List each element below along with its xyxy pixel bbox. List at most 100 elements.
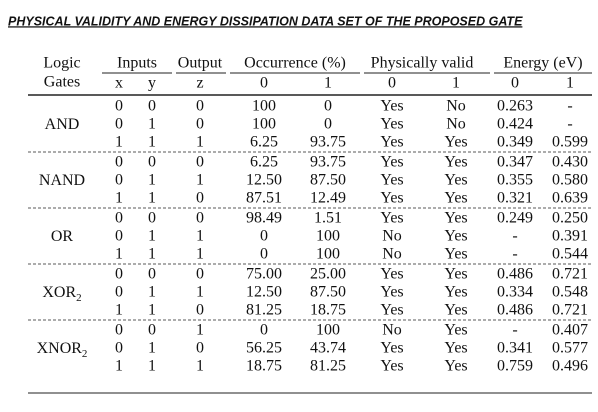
cell: 98.49 [246, 210, 282, 227]
column-header: 0 [260, 75, 268, 92]
column-header: 1 [324, 75, 332, 92]
cell: Yes [444, 172, 467, 189]
cell: 12.50 [246, 172, 282, 189]
cell: 56.25 [246, 340, 282, 357]
cell: 0 [196, 266, 204, 283]
cell: 0.599 [552, 134, 588, 151]
cell: Yes [444, 266, 467, 283]
cell: Yes [444, 246, 467, 263]
cell: Yes [380, 210, 403, 227]
header-logic: Logic [43, 55, 80, 72]
gate-label: AND [45, 116, 80, 133]
cell: 1 [196, 284, 204, 301]
cell: 1 [148, 134, 156, 151]
column-header: 0 [511, 75, 519, 92]
cell: 0 [115, 266, 123, 283]
column-header: x [115, 75, 123, 92]
cell: 0.430 [552, 154, 588, 171]
cell: 0 [115, 340, 123, 357]
cell: 12.49 [310, 190, 346, 207]
cell: 1 [115, 246, 123, 263]
cell: 18.75 [310, 302, 346, 319]
cell: Yes [380, 190, 403, 207]
cell: 0.580 [552, 172, 588, 189]
cell: 0 [115, 116, 123, 133]
cell: Yes [444, 228, 467, 245]
column-header: 0 [388, 75, 396, 92]
cell: 0 [260, 228, 268, 245]
cell: 0.407 [552, 322, 588, 339]
cell: 0 [196, 340, 204, 357]
cell: - [567, 116, 572, 133]
cell: 1 [148, 116, 156, 133]
cell: Yes [380, 98, 403, 115]
cell: - [512, 246, 517, 263]
cell: 100 [252, 116, 276, 133]
column-header: y [148, 75, 156, 92]
cell: No [382, 246, 402, 263]
cell: 0.341 [497, 340, 533, 357]
cell: Yes [380, 284, 403, 301]
cell: 0 [115, 172, 123, 189]
cell: 0.249 [497, 210, 533, 227]
cell: 0.250 [552, 210, 588, 227]
gate-label: XOR [42, 284, 76, 301]
cell: 0.263 [497, 98, 533, 115]
gate-name: OR [51, 228, 74, 245]
cell: 0 [115, 284, 123, 301]
cell: 0.355 [497, 172, 533, 189]
cell: 0 [260, 322, 268, 339]
cell: No [382, 322, 402, 339]
cell: 0 [115, 228, 123, 245]
gate-name: AND [45, 116, 80, 133]
cell: 1 [115, 358, 123, 375]
cell: 87.50 [310, 172, 346, 189]
gate-name: XOR2 [42, 284, 81, 304]
header-occurrence: Occurrence (%) [244, 55, 346, 72]
header-inputs: Inputs [117, 55, 157, 72]
cell: 1 [115, 190, 123, 207]
cell: 1 [196, 358, 204, 375]
gate-subscript: 2 [76, 292, 82, 304]
cell: 0.347 [497, 154, 533, 171]
cell: 0 [196, 302, 204, 319]
cell: Yes [380, 116, 403, 133]
cell: 0 [148, 266, 156, 283]
column-header: z [196, 75, 203, 92]
cell: Yes [380, 154, 403, 171]
column-header: 1 [452, 75, 460, 92]
cell: - [512, 322, 517, 339]
cell: 0 [196, 210, 204, 227]
cell: 25.00 [310, 266, 346, 283]
cell: Yes [444, 340, 467, 357]
cell: 93.75 [310, 154, 346, 171]
cell: 0 [115, 98, 123, 115]
cell: 0 [148, 154, 156, 171]
cell: Yes [444, 154, 467, 171]
cell: 1 [148, 302, 156, 319]
cell: 1 [196, 172, 204, 189]
cell: 0 [115, 210, 123, 227]
gate-label: XNOR [37, 340, 83, 357]
header-output: Output [178, 55, 223, 72]
cell: 0.577 [552, 340, 588, 357]
cell: Yes [444, 358, 467, 375]
cell: 1 [148, 340, 156, 357]
cell: 0 [324, 98, 332, 115]
cell: 0 [260, 246, 268, 263]
cell: 1 [115, 302, 123, 319]
cell: 6.25 [250, 134, 278, 151]
cell: 18.75 [246, 358, 282, 375]
cell: Yes [380, 302, 403, 319]
header-gates: Gates [44, 74, 80, 91]
cell: 81.25 [310, 358, 346, 375]
cell: 100 [316, 322, 340, 339]
column-header: 1 [566, 75, 574, 92]
cell: Yes [444, 134, 467, 151]
cell: 0.334 [497, 284, 533, 301]
cell: 1 [148, 172, 156, 189]
cell: 1 [196, 228, 204, 245]
cell: 0.424 [497, 116, 533, 133]
cell: 0.349 [497, 134, 533, 151]
cell: 0.321 [497, 190, 533, 207]
